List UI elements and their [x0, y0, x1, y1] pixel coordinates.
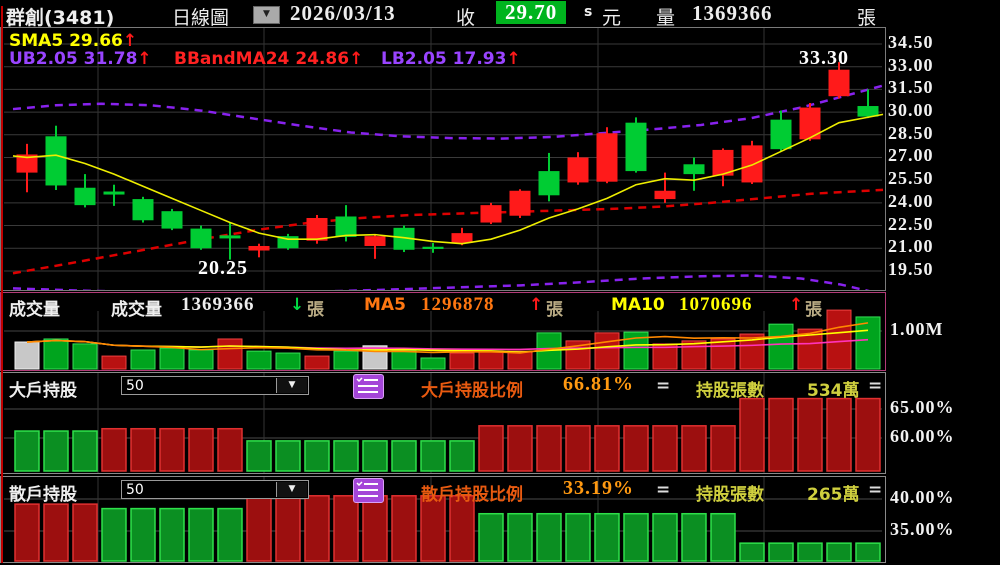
date-value: 2026/03/13 — [290, 1, 396, 25]
ma10-value: 1070696 — [679, 294, 753, 315]
volume-field-unit: 張 — [307, 300, 324, 320]
price-axis-label: 33.00 — [888, 54, 934, 75]
volume-label: 量 — [656, 7, 676, 29]
shares-value: 265萬 — [807, 485, 860, 505]
volume-chart[interactable] — [1, 293, 885, 370]
price-axis-label: 34.50 — [888, 32, 934, 52]
price-unit-label: 元 — [602, 7, 622, 29]
period-selector-label[interactable]: 日線圖 — [172, 7, 230, 29]
candlestick-chart[interactable] — [1, 28, 885, 290]
up-arrow-icon: ↑ — [122, 31, 138, 51]
low-price-annotation: 20.25 — [198, 257, 248, 279]
up-arrow-icon: ↑ — [349, 49, 364, 69]
stock-title: 群創(3481) — [6, 7, 115, 29]
ratio-label: 散戶持股比例 — [421, 485, 523, 505]
up-arrow-icon: ↑ — [529, 295, 544, 315]
price-axis-label: 30.00 — [888, 100, 934, 121]
ma10-label: MA10 — [611, 295, 665, 315]
equals-sign: = — [868, 480, 883, 500]
volume-panel: 成交量 成交量 1369366 ↓ 張 MA5 1296878 ↑ 張 MA10… — [0, 292, 886, 371]
price-axis-label: 19.50 — [888, 258, 934, 279]
ratio-value: 33.19% — [563, 477, 634, 499]
close-suffix: s — [584, 4, 593, 20]
indicator-bbandma24: BBandMA24 24.86↑ — [174, 49, 364, 69]
ma5-value: 1296878 — [421, 294, 495, 315]
large-holders-chart[interactable] — [1, 373, 885, 473]
equals-sign: = — [656, 480, 671, 500]
ratio-label: 大戶持股比例 — [421, 381, 523, 401]
down-arrow-icon: ↓ — [290, 295, 305, 315]
volume-unit-label: 張 — [857, 7, 877, 29]
list-settings-icon[interactable] — [353, 374, 384, 399]
price-axis-label: 24.00 — [888, 190, 934, 211]
dropdown-value: 50 — [126, 378, 144, 394]
equals-sign: = — [868, 376, 883, 396]
retail-holders-axis-label: 35.00% — [890, 519, 955, 539]
large-holders-title: 大戶持股 — [9, 381, 77, 401]
retail-holders-chart[interactable] — [1, 477, 885, 562]
indicator-lb: LB2.05 17.93↑ — [381, 49, 521, 69]
shares-value: 534萬 — [807, 381, 860, 401]
volume-field-value: 1369366 — [181, 294, 255, 315]
price-axis-label: 25.50 — [888, 168, 934, 189]
list-settings-icon[interactable] — [353, 478, 384, 503]
retail-holders-title: 散戶持股 — [9, 485, 77, 505]
volume-value: 1369366 — [692, 1, 773, 25]
chevron-down-icon[interactable]: ▼ — [253, 6, 280, 24]
price-axis-label: 28.50 — [888, 122, 934, 143]
chevron-down-icon[interactable]: ▼ — [276, 378, 307, 393]
price-axis-label: 31.50 — [888, 77, 934, 98]
high-price-annotation: 33.30 — [799, 47, 849, 69]
volume-field-label: 成交量 — [111, 300, 162, 320]
candlestick-panel: SMA5 29.66↑ UB2.05 31.78↑ BBandMA24 24.8… — [0, 27, 886, 291]
up-arrow-icon: ↑ — [506, 49, 521, 69]
volume-panel-title: 成交量 — [9, 300, 60, 320]
equals-sign: = — [656, 376, 671, 396]
ma10-unit: 張 — [805, 300, 822, 320]
left-accent-line — [1, 6, 3, 563]
indicator-sma5: SMA5 29.66↑ — [9, 31, 138, 51]
retail-holders-threshold-dropdown[interactable]: 50 ▼ — [121, 480, 309, 499]
header-bar: 群創(3481) 日線圖 ▼ 2026/03/13 收 29.70 s 元 量 … — [0, 0, 1000, 29]
large-holders-axis-label: 65.00% — [890, 397, 955, 417]
close-label: 收 — [456, 7, 476, 29]
price-axis-label: 27.00 — [888, 145, 934, 166]
price-axis-label: 22.50 — [888, 213, 934, 234]
close-price-badge: 29.70 — [496, 1, 567, 24]
retail-holders-axis-label: 40.00% — [890, 487, 955, 507]
ratio-value: 66.81% — [563, 373, 634, 395]
dropdown-value: 50 — [126, 482, 144, 498]
shares-label: 持股張數 — [696, 381, 764, 401]
up-arrow-icon: ↑ — [789, 295, 804, 315]
indicator-ub: UB2.05 31.78↑ — [9, 49, 152, 69]
volume-axis-label: 1.00M — [890, 319, 944, 339]
large-holders-panel: 大戶持股 50 ▼ 大戶持股比例 66.81% = 持股張數 534萬 = — [0, 372, 886, 474]
ma5-unit: 張 — [546, 300, 563, 320]
large-holders-threshold-dropdown[interactable]: 50 ▼ — [121, 376, 309, 395]
up-arrow-icon: ↑ — [137, 49, 152, 69]
large-holders-axis-label: 60.00% — [890, 426, 955, 446]
shares-label: 持股張數 — [696, 485, 764, 505]
chevron-down-icon[interactable]: ▼ — [276, 482, 307, 497]
price-axis-label: 21.00 — [888, 236, 934, 257]
retail-holders-panel: 散戶持股 50 ▼ 散戶持股比例 33.19% = 持股張數 265萬 = — [0, 476, 886, 563]
ma5-label: MA5 — [364, 295, 406, 315]
